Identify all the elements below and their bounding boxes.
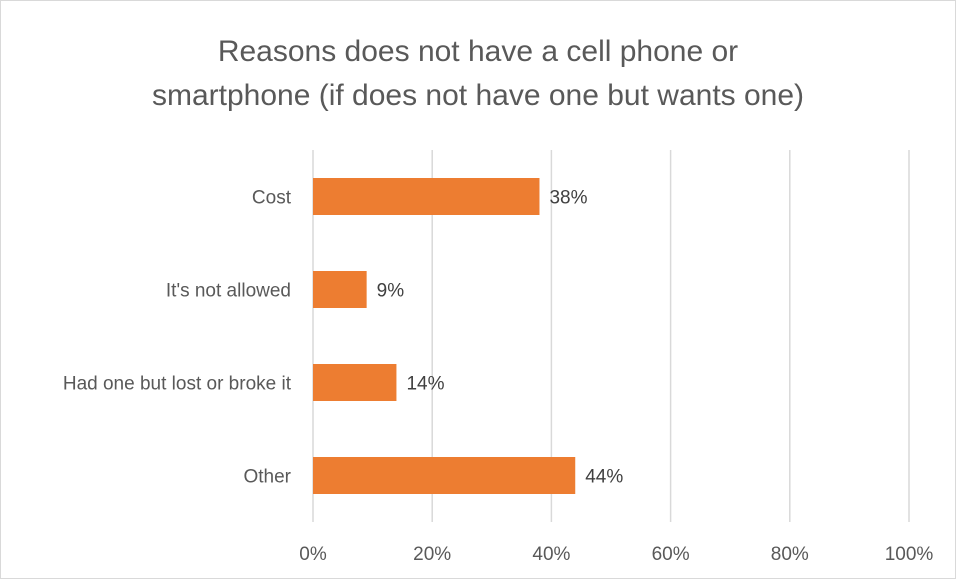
- bar: [313, 271, 367, 308]
- data-labels: 38% 9% 14% 44%: [377, 188, 624, 488]
- x-tick-label: 20%: [413, 544, 451, 565]
- bar: [313, 457, 576, 494]
- x-tick-label: 60%: [652, 544, 690, 565]
- chart-title-line-2: smartphone (if does not have one but wan…: [151, 79, 805, 112]
- category-label: Cost: [252, 188, 292, 209]
- data-label: 9%: [377, 281, 405, 302]
- x-tick-label: 40%: [532, 544, 570, 565]
- category-label: It's not allowed: [166, 281, 291, 302]
- x-tick-label: 80%: [771, 544, 809, 565]
- chart-title-line-1: Reasons does not have a cell phone or: [217, 35, 739, 68]
- x-tick-label: 100%: [885, 544, 934, 565]
- bar: [313, 364, 397, 401]
- data-label: 44%: [585, 467, 623, 488]
- category-label: Had one but lost or broke it: [63, 374, 292, 395]
- data-label: 38%: [549, 188, 587, 209]
- data-label: 14%: [406, 374, 444, 395]
- x-tick-labels: 0% 20% 40% 60% 80% 100%: [299, 544, 933, 565]
- chart-title: Reasons does not have a cell phone or sm…: [0, 30, 956, 118]
- category-labels: Cost It's not allowed Had one but lost or …: [63, 188, 292, 488]
- x-tick-label: 0%: [299, 544, 327, 565]
- category-label: Other: [243, 467, 291, 488]
- bar: [313, 178, 540, 215]
- bars: [313, 178, 576, 494]
